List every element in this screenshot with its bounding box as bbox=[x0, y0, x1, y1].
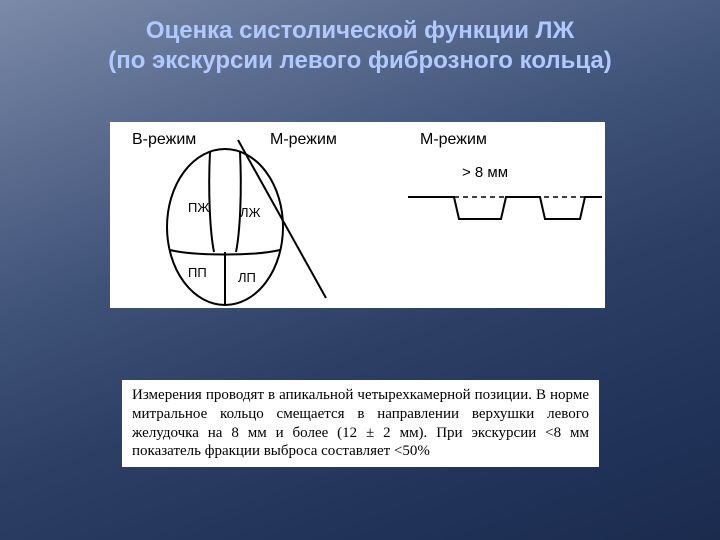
label-lj: ЛЖ bbox=[240, 205, 261, 220]
label-m-mode-2: М-режим bbox=[420, 131, 487, 148]
title-line-2: (по экскурсии левого фиброзного кольца) bbox=[108, 47, 612, 74]
label-pp: ПП bbox=[188, 265, 207, 280]
slide: Оценка систолической функции ЛЖ (по экск… bbox=[0, 0, 720, 540]
heart-outline bbox=[167, 149, 283, 305]
label-m-mode-1: М-режим bbox=[270, 131, 337, 148]
label-b-mode: В-режим bbox=[132, 131, 196, 148]
label-pj: ПЖ bbox=[188, 200, 209, 215]
diagram-svg: В-режим М-режим М-режим ПЖ ЛЖ ПП ЛП bbox=[110, 122, 605, 308]
title-line-1: Оценка систолической функции ЛЖ bbox=[146, 17, 574, 44]
paragraph-text: Измерения проводят в апикальной четырехк… bbox=[132, 387, 589, 459]
diagram-panel: В-режим М-режим М-режим ПЖ ЛЖ ПП ЛП bbox=[110, 122, 605, 308]
m-mode-trace bbox=[408, 197, 602, 219]
page-title: Оценка систолической функции ЛЖ (по экск… bbox=[0, 16, 720, 76]
label-lp: ЛП bbox=[238, 270, 256, 285]
label-gt8: > 8 мм bbox=[462, 164, 508, 181]
paragraph-box: Измерения проводят в апикальной четырехк… bbox=[122, 380, 599, 467]
